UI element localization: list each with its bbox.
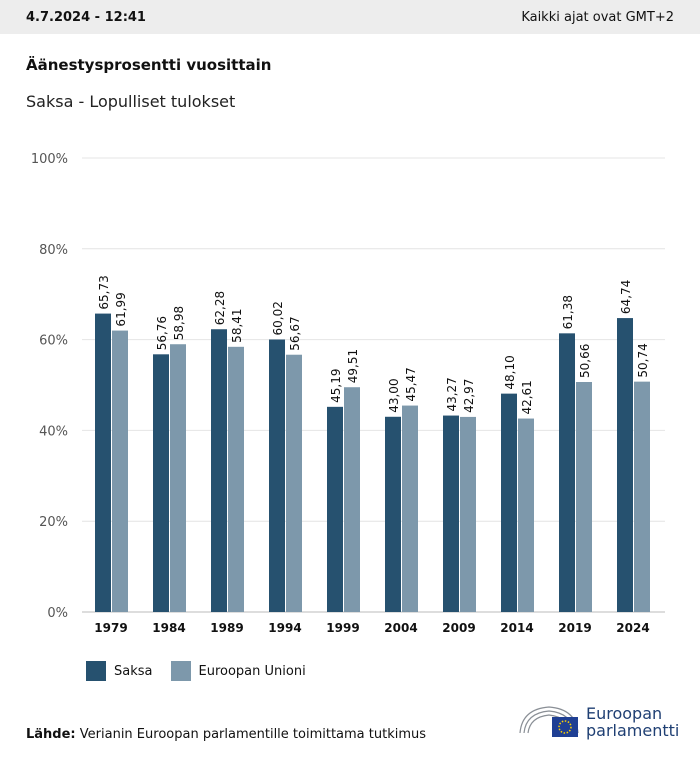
legend-label: Saksa (114, 663, 153, 679)
bar-saksa (559, 333, 575, 612)
y-tick-label: 0% (47, 606, 68, 621)
data-label: 61,38 (561, 295, 575, 329)
data-label: 50,66 (578, 344, 592, 378)
bar-eu (170, 344, 186, 612)
legend-label: Euroopan Unioni (198, 663, 306, 679)
bar-eu (576, 382, 592, 612)
timezone-note: Kaikki ajat ovat GMT+2 (521, 9, 674, 25)
x-tick-label: 2009 (442, 621, 475, 635)
x-tick-label: 1984 (152, 621, 185, 635)
european-parliament-logo: Euroopan parlamentti (518, 703, 679, 741)
data-label: 56,76 (155, 316, 169, 350)
logo-line2: parlamentti (586, 721, 680, 740)
x-tick-label: 1994 (268, 621, 301, 635)
bar-saksa (95, 313, 111, 612)
data-label: 45,47 (404, 367, 418, 401)
data-label: 60,02 (271, 301, 285, 335)
chart-subtitle: Saksa - Lopulliset tulokset (26, 92, 236, 111)
data-label: 49,51 (346, 349, 360, 383)
x-tick-label: 1979 (94, 621, 127, 635)
bar-eu (286, 354, 302, 612)
bar-eu (112, 330, 128, 612)
bar-eu (634, 381, 650, 612)
logo-line1: Euroopan (586, 704, 663, 723)
bar-eu (518, 418, 534, 612)
bar-saksa (327, 406, 343, 612)
x-tick-label: 2024 (616, 621, 649, 635)
data-label: 43,27 (445, 377, 459, 411)
x-tick-label: 2014 (500, 621, 533, 635)
parliament-emblem-icon (519, 706, 579, 737)
y-tick-label: 40% (39, 424, 68, 439)
data-label: 64,74 (619, 280, 633, 314)
data-label: 61,99 (114, 292, 128, 326)
legend-swatch (86, 661, 106, 681)
y-tick-label: 80% (39, 243, 68, 258)
bar-saksa (501, 393, 517, 612)
bar-saksa (385, 416, 401, 612)
data-label: 42,97 (462, 379, 476, 413)
datetime: 4.7.2024 - 12:41 (26, 9, 146, 25)
legend: Saksa Euroopan Unioni (86, 661, 306, 681)
bar-eu (402, 405, 418, 612)
x-tick-label: 2019 (558, 621, 591, 635)
bar-eu (460, 416, 476, 612)
source-note: Lähde: Verianin Euroopan parlamentille t… (26, 727, 426, 742)
bar-chart: 0% 20% 40% 60% 80% 100% 1979 65,73 61,99 1984 56,7… (31, 152, 665, 635)
bar-saksa (269, 339, 285, 612)
top-bar: 4.7.2024 - 12:41 Kaikki ajat ovat GMT+2 (0, 0, 700, 34)
x-tick-label: 1999 (326, 621, 359, 635)
bar-eu (344, 387, 360, 612)
data-label: 65,73 (97, 275, 111, 309)
y-tick-label: 100% (31, 152, 68, 167)
data-label: 45,19 (329, 368, 343, 402)
data-label: 56,67 (288, 316, 302, 350)
bar-saksa (211, 329, 227, 612)
data-label: 43,00 (387, 378, 401, 412)
legend-swatch (170, 661, 191, 681)
legend-item-saksa[interactable]: Saksa (86, 661, 153, 681)
y-tick-label: 20% (39, 515, 68, 530)
bar-eu (228, 346, 244, 612)
data-label: 50,74 (636, 343, 650, 377)
x-tick-label: 1989 (210, 621, 243, 635)
data-label: 48,10 (503, 355, 517, 389)
source-label: Lähde: (26, 727, 76, 742)
chart-title: Äänestysprosentti vuosittain (26, 56, 272, 74)
bar-saksa (617, 318, 633, 612)
source-text: Verianin Euroopan parlamentille toimitta… (79, 727, 427, 742)
x-tick-label: 2004 (384, 621, 417, 635)
legend-item-eu[interactable]: Euroopan Unioni (170, 661, 306, 681)
data-label: 62,28 (213, 291, 227, 325)
data-label: 58,98 (172, 306, 186, 340)
bar-saksa (443, 415, 459, 612)
data-label: 58,41 (230, 308, 244, 342)
data-label: 42,61 (520, 380, 534, 414)
bar-saksa (153, 354, 169, 612)
y-tick-label: 60% (39, 334, 68, 349)
